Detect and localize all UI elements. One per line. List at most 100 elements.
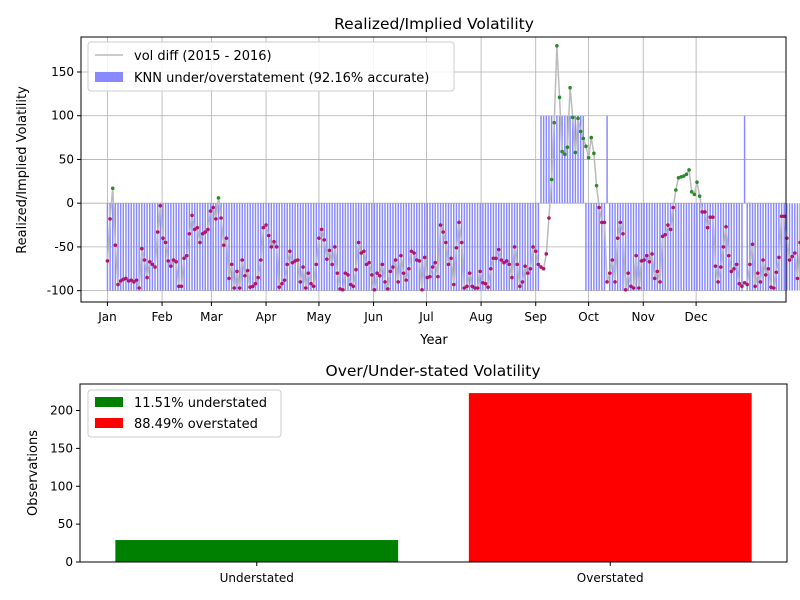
knn-bar [669,203,672,291]
vol-diff-point [367,260,371,265]
top-x-ticks: Jan Feb Mar Apr May Jun Jul Aug Sep Oct Nov Dec [97,302,708,324]
knn-bar [495,203,497,291]
knn-bar [569,115,571,204]
vol-diff-point [658,280,662,284]
knn-bar [106,203,109,291]
vol-diff-point [523,264,527,268]
knn-bar [167,203,169,291]
knn-bar [770,203,772,291]
vol-diff-point [182,256,186,261]
vol-diff-point [510,275,514,280]
vol-diff-point [491,256,496,261]
vol-diff-point [118,279,123,283]
knn-bar [389,203,392,291]
vol-diff-point [129,278,134,282]
knn-bar [154,203,156,291]
bottom-ytick-label: 100 [50,479,73,493]
knn-bar [505,203,508,291]
vol-diff-point [359,251,364,255]
vol-diff-point [512,245,517,249]
vol-diff-point [549,177,554,182]
vol-diff-point [325,257,329,261]
knn-bar [796,203,799,291]
knn-bar [688,203,690,291]
vol-diff-point [634,253,638,258]
volatility-chart: Realized/Implied Volatility -100 -50 0 50 10… [15,15,800,348]
knn-bar [180,203,183,291]
knn-bar [278,203,281,291]
vol-diff-point [457,220,461,225]
knn-bar [125,203,127,291]
knn-bar [302,203,304,291]
knn-bar [646,203,648,291]
knn-bar [712,203,714,291]
vol-diff-point [576,116,580,121]
knn-bar [772,203,775,291]
knn-bar [683,203,685,291]
vol-diff-point [629,284,633,289]
knn-bar [376,203,378,291]
vol-diff-point [756,271,760,275]
vol-diff-point [721,245,726,249]
vol-diff-point [137,286,141,290]
knn-bar [360,203,362,291]
knn-bar [667,203,669,291]
knn-bar [349,203,352,291]
knn-bar [550,115,553,204]
vol-diff-point [319,227,324,232]
vol-diff-point [243,273,247,278]
vol-diff-point [113,243,118,247]
top-legend-box [87,41,455,92]
vol-diff-point [504,259,509,263]
knn-bar [727,203,730,291]
knn-bar [521,203,524,291]
knn-bar [548,115,550,204]
vol-diff-point [351,284,356,289]
vol-diff-point [790,254,794,259]
vol-diff-point [436,274,440,279]
knn-bar [233,203,236,291]
vol-diff-point [692,192,697,197]
vol-diff-point [737,281,742,286]
vol-diff-point [232,286,237,290]
vol-diff-point [615,236,620,240]
knn-bar [423,203,426,291]
vol-diff-point [586,155,591,160]
vol-diff-point [642,258,646,262]
vol-diff-point [158,203,163,208]
knn-bar [765,203,767,291]
knn-bar [297,203,299,291]
vol-diff-point [317,236,321,240]
vol-diff-point [124,276,128,281]
vol-diff-point [235,269,239,274]
vol-diff-point [306,271,311,275]
knn-bar [310,203,312,291]
knn-bar [757,203,759,291]
vol-diff-point [396,280,401,284]
vol-diff-point [793,251,797,255]
knn-bar [151,203,154,291]
vol-diff-point [644,253,649,258]
vol-diff-point [409,249,414,254]
vol-diff-point [163,240,168,245]
vol-diff-point [372,287,377,292]
vol-diff-point [383,280,387,284]
knn-bar [241,203,243,291]
bottom-legend-box [87,389,282,438]
vol-diff-point [195,225,200,230]
knn-bar [503,203,505,291]
top-ytick-label: -100 [47,284,74,298]
vol-diff-point [108,217,112,221]
vol-diff-point [761,258,765,262]
vol-diff-point [750,242,755,247]
top-ytick-label: -50 [54,240,74,254]
vol-diff-point [428,274,432,279]
vol-diff-point [110,186,115,191]
knn-bar [672,203,674,291]
vol-diff-point [478,269,483,274]
vol-diff-point [274,245,279,249]
knn-bar [236,203,238,291]
vol-diff-point [155,230,160,234]
knn-bar [162,203,164,291]
bottom-ytick-label: 0 [65,555,73,569]
